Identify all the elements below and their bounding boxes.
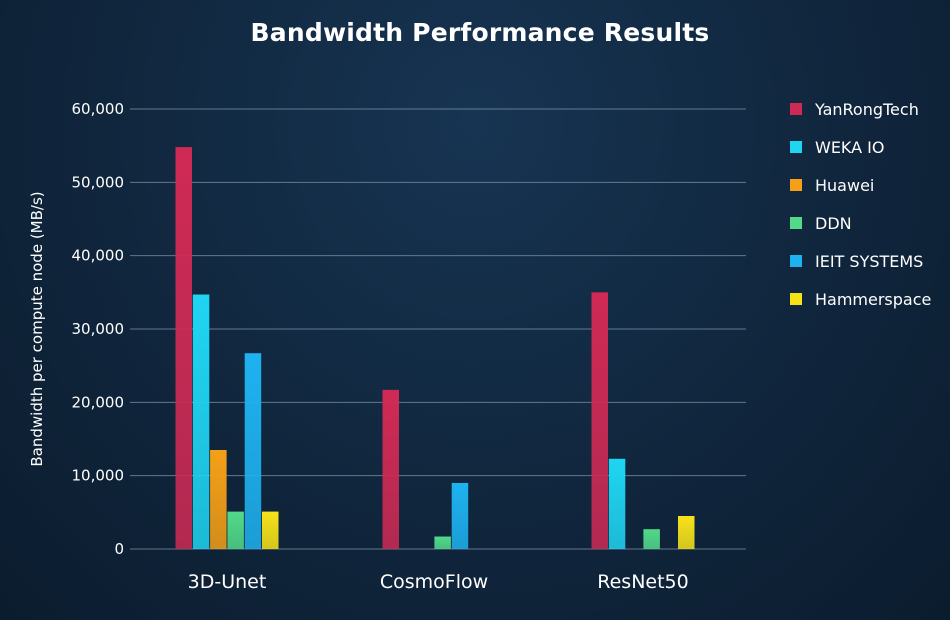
bar-yanrongtech-resnet50	[591, 292, 608, 549]
legend-swatch	[790, 255, 802, 267]
legend-label: DDN	[815, 214, 852, 233]
bar-yanrongtech-3d-unet	[175, 147, 192, 549]
bar-ieit-systems-cosmoflow	[451, 483, 469, 549]
legend: YanRongTech WEKA IO Huawei DDN IEIT SYSTEMS H…	[790, 100, 931, 309]
legend-label: Huawei	[815, 176, 874, 195]
legend-label: Hammerspace	[815, 290, 931, 309]
axis-layer: 0 10,000 20,000 30,000 40,000 50,000 60,000 Ban…	[28, 100, 689, 593]
legend-swatch	[790, 217, 802, 229]
chart-title: Bandwidth Performance Results	[250, 18, 710, 47]
legend-swatch	[790, 293, 802, 305]
legend-label: YanRongTech	[814, 100, 919, 119]
bar-hammerspace-resnet50	[678, 516, 695, 549]
y-axis-label: Bandwidth per compute node (MB/s)	[28, 191, 46, 466]
x-category-label: ResNet50	[597, 571, 688, 593]
bar-ddn-3d-unet	[227, 511, 244, 549]
y-tick-label: 10,000	[72, 467, 125, 485]
bar-ddn-cosmoflow	[434, 536, 451, 549]
bar-weka-io-resnet50	[608, 458, 626, 549]
y-tick-label: 0	[114, 540, 124, 558]
bar-hammerspace-3d-unet	[262, 511, 279, 549]
bar-ddn-resnet50	[643, 529, 660, 549]
bar-layer	[175, 147, 695, 549]
y-tick-label: 40,000	[72, 247, 125, 265]
legend-label: WEKA IO	[815, 138, 884, 157]
bar-weka-io-3d-unet	[192, 294, 210, 549]
y-tick-label: 50,000	[72, 173, 125, 191]
bar-yanrongtech-cosmoflow	[382, 389, 399, 549]
legend-label: IEIT SYSTEMS	[815, 252, 923, 271]
x-category-label: 3D-Unet	[188, 571, 267, 593]
y-tick-label: 60,000	[72, 100, 125, 118]
x-category-label: CosmoFlow	[380, 571, 488, 593]
bar-huawei-3d-unet	[210, 450, 227, 549]
y-tick-label: 30,000	[72, 320, 125, 338]
bar-ieit-systems-3d-unet	[244, 353, 262, 549]
y-tick-label: 20,000	[72, 393, 125, 411]
legend-swatch	[790, 179, 802, 191]
legend-swatch	[790, 103, 802, 115]
legend-swatch	[790, 141, 802, 153]
